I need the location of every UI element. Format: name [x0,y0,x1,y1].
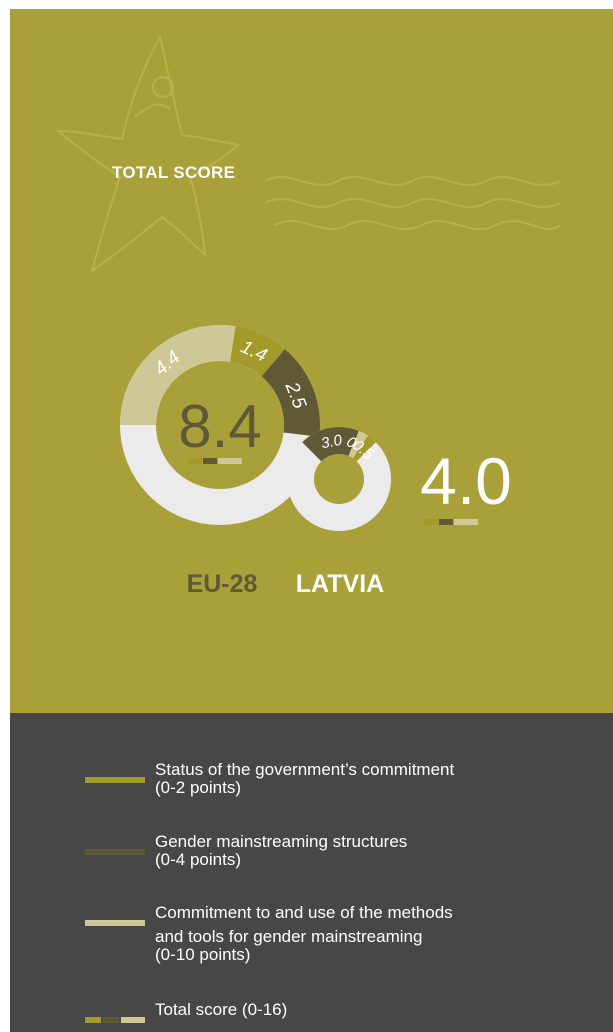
total-score-title: TOTAL SCORE [112,163,236,182]
eu28-mini-swatch-structures [203,458,217,464]
eu28-country-label: EU-28 [187,570,258,598]
eu28-slice-status [230,326,285,377]
eu28-slice-methods [120,325,236,425]
legend-swatch-structures [85,849,145,855]
legend-text-methods: Commitment to and use of the methods and… [155,903,453,964]
latvia-country-label: LATVIA [296,570,384,598]
latvia-total-value: 4.0 [420,444,512,518]
star-wave-watermark-icon [54,34,561,274]
infographic-panel: TOTAL SCORE 4.4 1.4 2.5 8.4 EU-28 3.0 0.5 0.5 4.… [10,9,613,713]
latvia-slice-structures [302,427,359,462]
eu28-mini-swatch-status [188,458,202,464]
legend-panel: Status of the government’s commitment (0… [10,713,613,1032]
latvia-slice-status [352,435,376,462]
legend-swatch-total-status [85,1017,101,1023]
legend-swatch-methods [85,920,145,926]
latvia-mini-swatch-structures [439,519,453,525]
latvia-label-structures: 3.0 [320,431,344,452]
legend-swatch-status [85,777,145,783]
latvia-mini-swatch-methods [454,519,478,525]
legend-swatch-total-methods [121,1017,145,1023]
legend-text-structures: Gender mainstreaming structures (0-4 poi… [155,832,408,869]
legend-text-total: Total score (0-16) [155,1000,288,1019]
legend-swatch-total-structures [103,1017,119,1023]
legend-text-status: Status of the government’s commitment (0… [155,760,455,797]
eu28-total-value: 8.4 [178,393,261,460]
eu28-slice-structures [261,348,320,437]
eu28-mini-swatch-methods [218,458,242,464]
latvia-slice-methods [348,430,368,459]
latvia-mini-swatch-status [424,519,438,525]
